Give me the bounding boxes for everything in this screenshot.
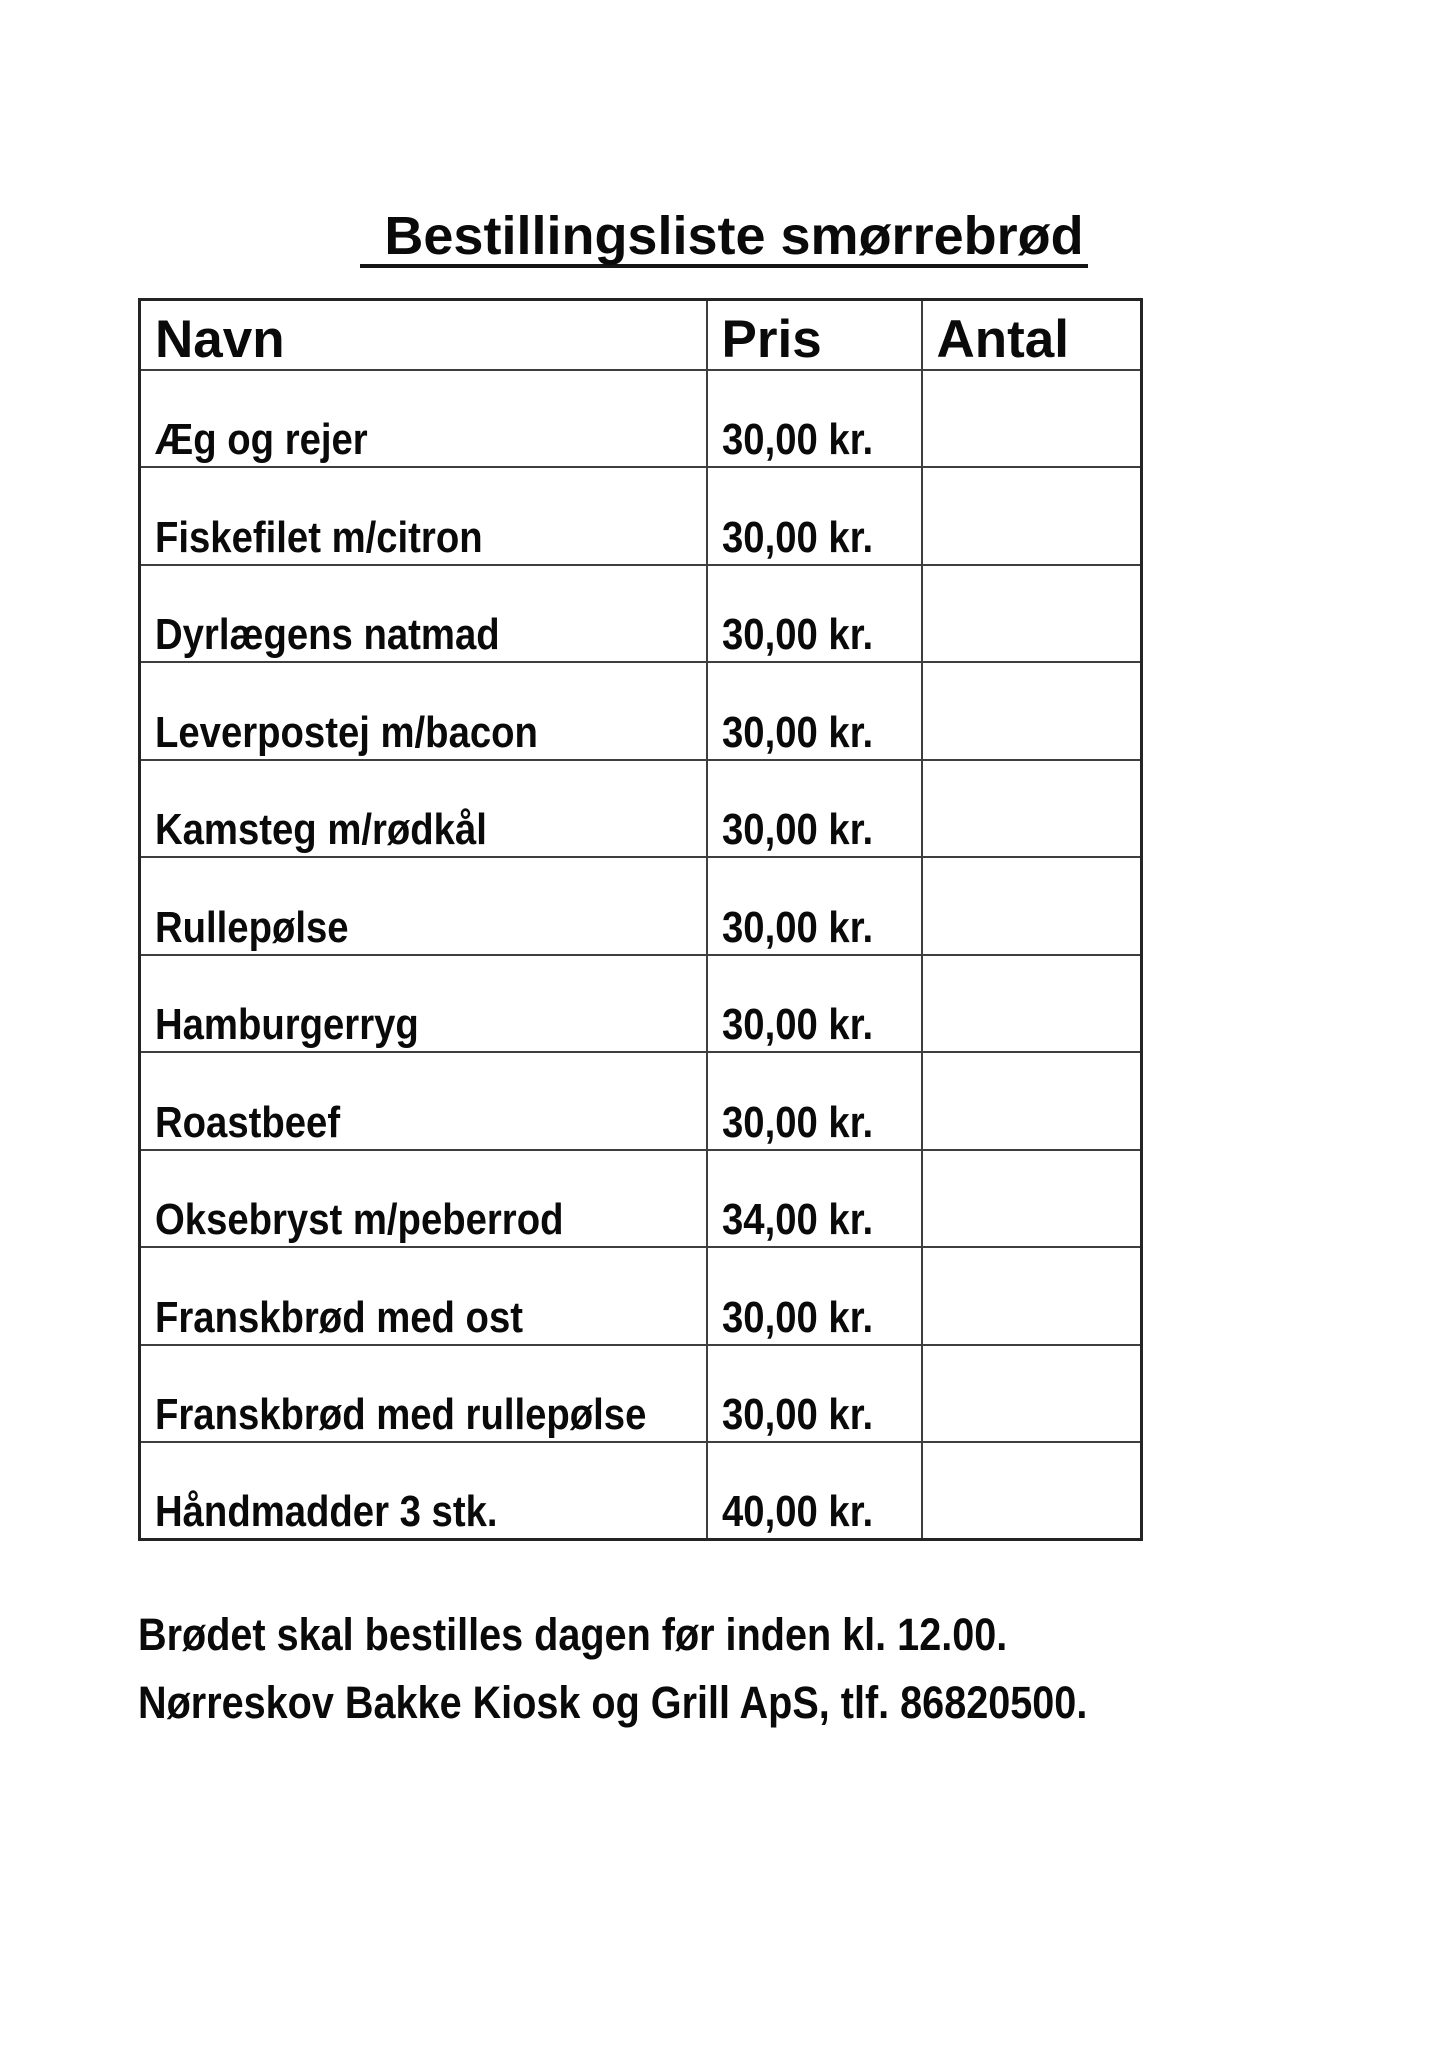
item-qty-cell bbox=[920, 563, 1143, 663]
item-price-cell: 30,00 kr. bbox=[705, 466, 923, 566]
table-row: Hamburgerryg 30,00 kr. bbox=[138, 953, 1143, 1053]
item-qty-cell bbox=[920, 1343, 1143, 1443]
table-row: Rullepølse 30,00 kr. bbox=[138, 856, 1143, 956]
item-price-cell: 30,00 kr. bbox=[705, 368, 923, 468]
item-name-cell: Fiskefilet m/citron bbox=[138, 466, 708, 566]
item-price-cell: 30,00 kr. bbox=[705, 1246, 923, 1346]
column-header-name: Navn bbox=[138, 298, 708, 371]
item-qty-cell bbox=[920, 758, 1143, 858]
table-header-row: Navn Pris Antal bbox=[138, 298, 1143, 371]
item-qty-cell bbox=[920, 1051, 1143, 1151]
item-qty-cell bbox=[920, 1246, 1143, 1346]
table-row: Oksebryst m/peberrod 34,00 kr. bbox=[138, 1148, 1143, 1248]
item-price-cell: 30,00 kr. bbox=[705, 856, 923, 956]
item-price-cell: 30,00 kr. bbox=[705, 661, 923, 761]
item-price-cell: 30,00 kr. bbox=[705, 953, 923, 1053]
item-qty-cell bbox=[920, 856, 1143, 956]
table-row: Franskbrød med ost 30,00 kr. bbox=[138, 1246, 1143, 1346]
item-name-cell: Roastbeef bbox=[138, 1051, 708, 1151]
item-name-cell: Hamburgerryg bbox=[138, 953, 708, 1053]
item-name-cell: Franskbrød med rullepølse bbox=[138, 1343, 708, 1443]
table-row: Leverpostej m/bacon 30,00 kr. bbox=[138, 661, 1143, 761]
item-name-cell: Dyrlægens natmad bbox=[138, 563, 708, 663]
item-qty-cell bbox=[920, 953, 1143, 1053]
footer-order-deadline: Brødet skal bestilles dagen før inden kl… bbox=[138, 1609, 1008, 1660]
column-header-qty: Antal bbox=[920, 298, 1143, 371]
item-price-cell: 30,00 kr. bbox=[705, 563, 923, 663]
item-price-cell: 30,00 kr. bbox=[705, 1343, 923, 1443]
order-table: Navn Pris Antal Æg og rejer 30,00 kr. Fi… bbox=[138, 298, 1143, 1541]
item-qty-cell bbox=[920, 1441, 1143, 1541]
table-row: Dyrlægens natmad 30,00 kr. bbox=[138, 563, 1143, 663]
item-qty-cell bbox=[920, 368, 1143, 468]
item-price-cell: 30,00 kr. bbox=[705, 1051, 923, 1151]
item-name-cell: Æg og rejer bbox=[138, 368, 708, 468]
column-header-price: Pris bbox=[705, 298, 923, 371]
document-title-row: Bestillingsliste smørrebrød bbox=[0, 209, 1448, 268]
item-qty-cell bbox=[920, 661, 1143, 761]
item-qty-cell bbox=[920, 1148, 1143, 1248]
table-row: Franskbrød med rullepølse 30,00 kr. bbox=[138, 1343, 1143, 1443]
item-price-cell: 40,00 kr. bbox=[705, 1441, 923, 1541]
table-row: Roastbeef 30,00 kr. bbox=[138, 1051, 1143, 1151]
table-row: Kamsteg m/rødkål 30,00 kr. bbox=[138, 758, 1143, 858]
item-name-cell: Rullepølse bbox=[138, 856, 708, 956]
item-price-cell: 34,00 kr. bbox=[705, 1148, 923, 1248]
item-name-cell: Leverpostej m/bacon bbox=[138, 661, 708, 761]
item-name-cell: Kamsteg m/rødkål bbox=[138, 758, 708, 858]
item-name-cell: Franskbrød med ost bbox=[138, 1246, 708, 1346]
item-name-cell: Håndmadder 3 stk. bbox=[138, 1441, 708, 1541]
item-qty-cell bbox=[920, 466, 1143, 566]
item-name-cell: Oksebryst m/peberrod bbox=[138, 1148, 708, 1248]
document-title: Bestillingsliste smørrebrød bbox=[360, 209, 1088, 268]
item-price-cell: 30,00 kr. bbox=[705, 758, 923, 858]
table-row: Æg og rejer 30,00 kr. bbox=[138, 368, 1143, 468]
table-row: Fiskefilet m/citron 30,00 kr. bbox=[138, 466, 1143, 566]
table-row: Håndmadder 3 stk. 40,00 kr. bbox=[138, 1441, 1143, 1541]
footer-contact-info: Nørreskov Bakke Kiosk og Grill ApS, tlf.… bbox=[138, 1677, 1088, 1728]
